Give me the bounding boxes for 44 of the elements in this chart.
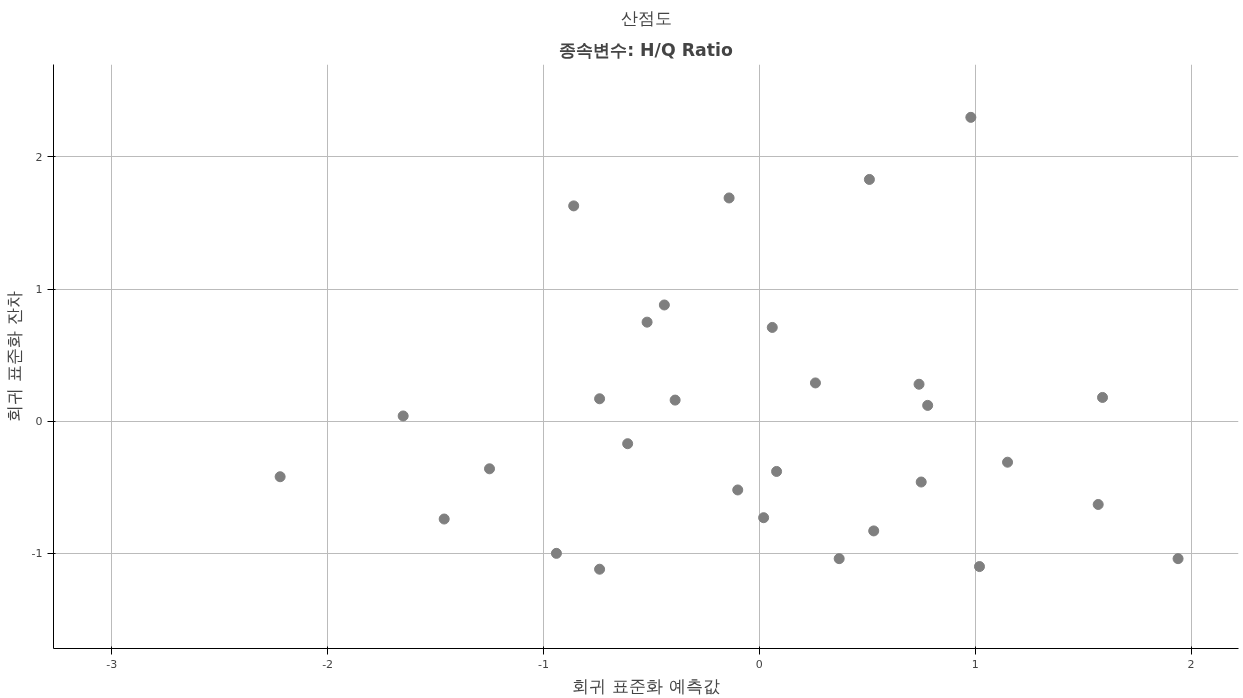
point (915, 476, 927, 488)
x-tick-label: 0 (755, 657, 763, 671)
point (641, 316, 653, 328)
y-axis-title: 회귀 표준화 잔차 (3, 291, 24, 422)
x-tick-label: -3 (106, 657, 118, 671)
point (1092, 498, 1104, 510)
chart-subtitle: 종속변수: H/Q Ratio (559, 39, 733, 60)
point (438, 513, 450, 525)
x-tick-label: -1 (537, 657, 549, 671)
point (922, 399, 934, 411)
point (965, 111, 977, 123)
point (568, 200, 580, 212)
point (594, 563, 606, 575)
x-tick-label: -2 (322, 657, 334, 671)
point (484, 463, 496, 475)
point (1172, 553, 1184, 565)
point (732, 484, 744, 496)
point (723, 192, 735, 204)
chart-title: 산점도 (620, 7, 672, 28)
point (863, 173, 875, 185)
point (1097, 391, 1109, 403)
point (758, 512, 770, 524)
point (658, 299, 670, 311)
point (868, 525, 880, 537)
point (397, 410, 409, 422)
point (622, 438, 634, 450)
point (913, 378, 925, 390)
x-tick-label: 1 (971, 657, 979, 671)
point (809, 377, 821, 389)
point (833, 553, 845, 565)
x-axis-title: 회귀 표준화 예측값 (572, 675, 720, 696)
point (973, 561, 985, 573)
point (274, 471, 286, 483)
point (766, 321, 778, 333)
y-tick-label: 1 (35, 283, 43, 297)
x-tick-label: 2 (1187, 657, 1195, 671)
y-tick-label: 2 (35, 150, 43, 164)
point (771, 465, 783, 477)
point (594, 393, 606, 405)
point (1002, 456, 1014, 468)
point (669, 394, 681, 406)
y-tick-label: 0 (35, 415, 43, 429)
y-tick-label: -1 (31, 547, 43, 561)
point (550, 547, 562, 559)
